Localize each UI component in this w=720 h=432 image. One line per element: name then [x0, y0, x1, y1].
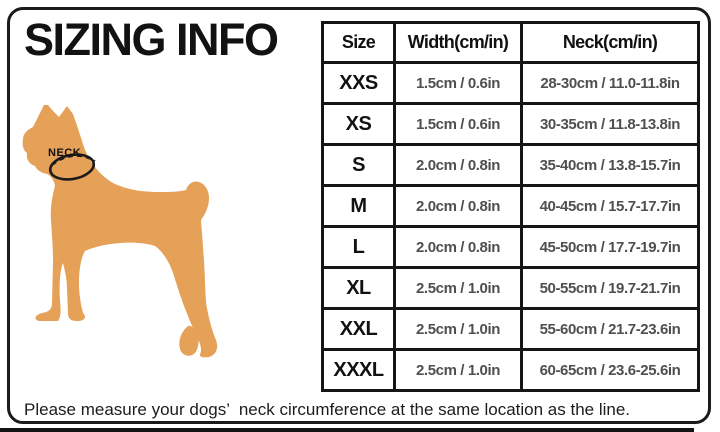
dog-rear-paw [179, 325, 199, 356]
cell-size: XXS [321, 61, 396, 105]
cell-width: 2.5cm / 1.0in [393, 307, 523, 351]
neck-label: NECK [48, 147, 81, 159]
measure-note: Please measure your dogs’ neck circumfer… [24, 400, 631, 419]
cell-neck: 35-40cm / 13.8-15.7in [520, 143, 700, 187]
cell-width: 1.5cm / 0.6in [393, 61, 523, 105]
table-row: XXS 1.5cm / 0.6in 28-30cm / 11.0-11.8in [321, 61, 700, 105]
cell-size: XXL [321, 307, 396, 351]
cell-width: 2.0cm / 0.8in [393, 143, 523, 187]
table-row: M 2.0cm / 0.8in 40-45cm / 15.7-17.7in [321, 184, 700, 228]
cell-width: 1.5cm / 0.6in [393, 102, 523, 146]
neck-measure-dashed-line [51, 154, 96, 166]
table-row: S 2.0cm / 0.8in 35-40cm / 13.8-15.7in [321, 143, 700, 187]
collar-line [48, 153, 96, 181]
size-table-body: XXS 1.5cm / 0.6in 28-30cm / 11.0-11.8in XS 1… [321, 61, 700, 392]
cell-neck: 30-35cm / 11.8-13.8in [520, 102, 700, 146]
table-row: XXL 2.5cm / 1.0in 55-60cm / 21.7-23.6in [321, 307, 700, 351]
cell-width: 2.0cm / 0.8in [393, 225, 523, 269]
table-row: XL 2.5cm / 1.0in 50-55cm / 19.7-21.7in [321, 266, 700, 310]
table-row: L 2.0cm / 0.8in 45-50cm / 17.7-19.7in [321, 225, 700, 269]
table-row: XS 1.5cm / 0.6in 30-35cm / 11.8-13.8in [321, 102, 700, 146]
cell-width: 2.5cm / 1.0in [393, 266, 523, 310]
col-header-size: Size [321, 21, 396, 64]
cell-size: XXXL [321, 348, 396, 392]
cell-width: 2.5cm / 1.0in [393, 348, 523, 392]
size-table-header: Size Width(cm/in) Neck(cm/in) [321, 21, 700, 64]
cell-size: M [321, 184, 396, 228]
table-row: XXXL 2.5cm / 1.0in 60-65cm / 23.6-25.6in [321, 348, 700, 392]
cell-size: XL [321, 266, 396, 310]
cell-size: S [321, 143, 396, 187]
cell-neck: 50-55cm / 19.7-21.7in [520, 266, 700, 310]
cell-neck: 40-45cm / 15.7-17.7in [520, 184, 700, 228]
cell-size: L [321, 225, 396, 269]
page-title: SIZING INFO [24, 14, 279, 65]
header-row: Size Width(cm/in) Neck(cm/in) [321, 21, 700, 64]
bottom-divider [0, 428, 694, 432]
panel-border [7, 7, 711, 424]
cell-neck: 60-65cm / 23.6-25.6in [520, 348, 700, 392]
col-header-neck: Neck(cm/in) [520, 21, 700, 64]
dog-illustration-svg: NECK [22, 105, 218, 358]
col-header-width: Width(cm/in) [393, 21, 523, 64]
dog-silhouette [22, 105, 218, 358]
cell-neck: 45-50cm / 17.7-19.7in [520, 225, 700, 269]
cell-size: XS [321, 102, 396, 146]
cell-neck: 55-60cm / 21.7-23.6in [520, 307, 700, 351]
cell-neck: 28-30cm / 11.0-11.8in [520, 61, 700, 105]
dog-illustration: NECK [22, 103, 230, 358]
size-table: Size Width(cm/in) Neck(cm/in) XXS 1.5cm /… [321, 21, 700, 392]
cell-width: 2.0cm / 0.8in [393, 184, 523, 228]
